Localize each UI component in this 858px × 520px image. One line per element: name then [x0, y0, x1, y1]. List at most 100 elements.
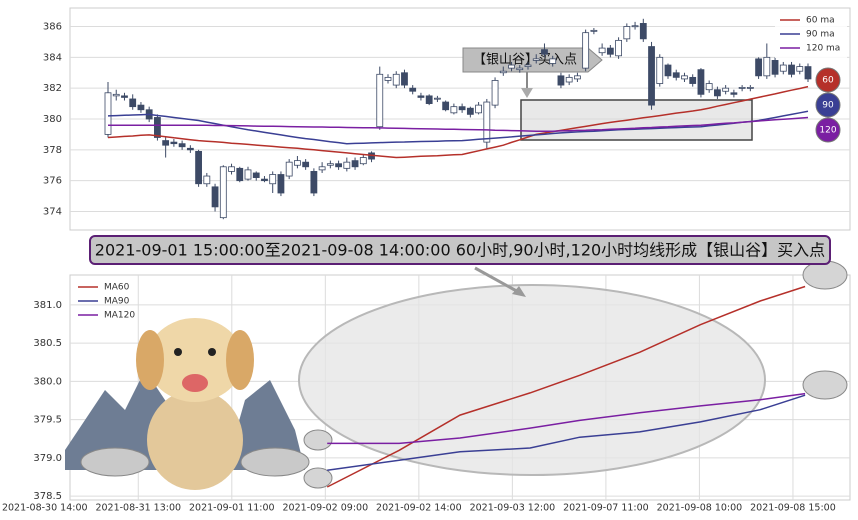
ma-line [327, 394, 806, 471]
highlight-ellipse [298, 284, 766, 476]
candle-body [697, 69, 705, 95]
candle-body [277, 174, 285, 194]
ma-line [327, 392, 806, 445]
dog-body [147, 390, 243, 490]
candle-body [796, 66, 804, 72]
ingot [802, 370, 848, 400]
x-tick-label: 2021-09-02 09:00 [283, 503, 369, 514]
candle-body [154, 117, 161, 138]
end-badge [815, 67, 841, 93]
candle-body [203, 175, 211, 185]
candle-body [516, 67, 524, 71]
end-badge-label: 90 [822, 101, 834, 111]
candle-body [285, 161, 293, 177]
end-badge-label: 120 [819, 126, 836, 136]
candle-body [112, 93, 120, 97]
candle-body [606, 47, 614, 55]
ingot [80, 447, 150, 477]
ma-line [107, 85, 809, 159]
y-tick-label: 381.0 [33, 300, 62, 311]
pointer-arrow [474, 266, 523, 296]
candle-body [672, 72, 680, 78]
candle-body [664, 64, 672, 77]
candle-body [689, 76, 697, 84]
candle-body [252, 172, 260, 178]
legend-label: MA120 [104, 311, 135, 321]
candle-body [499, 70, 507, 74]
candle-body [434, 97, 441, 100]
x-tick-label: 2021-09-03 12:00 [470, 503, 556, 514]
candle-body [236, 167, 244, 182]
candle-body [409, 87, 417, 92]
candle-body [359, 157, 367, 165]
y-tick-label: 380 [43, 114, 62, 125]
candle-body [384, 76, 392, 81]
candle-body [302, 161, 310, 168]
dog-eye [174, 348, 182, 356]
dog-mouth [182, 374, 208, 392]
y-tick-label: 378 [43, 145, 62, 156]
candle-body [294, 160, 301, 166]
decoration [65, 260, 848, 490]
candle-body [269, 174, 277, 185]
candle-body [178, 143, 186, 148]
y-tick-label: 374 [43, 207, 62, 218]
legend-label: 120 ma [806, 44, 840, 54]
candle-body [335, 163, 342, 168]
candle-body [129, 98, 137, 108]
dog-ear [226, 330, 254, 390]
candle-body [631, 25, 639, 28]
y-tick-label: 382 [43, 83, 62, 94]
candle-body [788, 64, 795, 75]
candle-body [623, 26, 631, 40]
candle-body [582, 32, 590, 69]
candle-body [326, 163, 334, 166]
candle-body [738, 86, 746, 89]
banner [89, 235, 831, 265]
candle-body [771, 60, 779, 75]
x-tick-label: 2021-09-08 15:00 [750, 503, 836, 514]
candle-body [598, 47, 606, 54]
x-tick-label: 2021-08-30 14:00 [2, 503, 88, 514]
candle-body [458, 106, 466, 111]
dog-eye [208, 348, 216, 356]
y-tick-label: 376 [43, 176, 62, 187]
legend-label: 90 ma [806, 30, 835, 40]
candle-body [401, 72, 408, 86]
dog-ear [136, 330, 164, 390]
candle-body [730, 92, 738, 95]
candle-body [211, 186, 219, 208]
candle-body [763, 56, 771, 77]
x-tick-label: 2021-09-02 14:00 [376, 503, 462, 514]
candle-body [466, 107, 474, 115]
ingot [303, 429, 333, 451]
y-tick-label: 379.5 [33, 415, 62, 426]
candle-body [162, 140, 170, 146]
annotation-box [462, 47, 603, 73]
candle-body [615, 39, 622, 57]
candle-body [565, 76, 573, 83]
candle-body [318, 166, 326, 171]
candle-body [170, 141, 178, 145]
candle-body [343, 161, 351, 169]
candle-body [425, 95, 433, 104]
legend-label: MA60 [104, 283, 130, 293]
x-tick-label: 2021-08-31 13:00 [95, 503, 181, 514]
end-badge [815, 92, 841, 118]
candle-body [310, 171, 318, 194]
candle-body [524, 64, 532, 67]
end-badge-label: 60 [822, 76, 834, 86]
candle-body [508, 64, 515, 69]
candle-body [392, 73, 400, 86]
candle-body [450, 106, 458, 114]
candle-body [639, 23, 647, 40]
candle-body [261, 178, 268, 182]
candle-body [549, 58, 557, 64]
candle-body [705, 83, 713, 91]
banner-title: 2021-09-01 15:00:00至2021-09-08 14:00:00 … [95, 241, 825, 260]
candle-body [475, 104, 482, 114]
y-tick-label: 384 [43, 52, 62, 63]
ingot [303, 467, 333, 489]
y-tick-label: 380.0 [33, 376, 62, 387]
candle-body [590, 29, 598, 32]
